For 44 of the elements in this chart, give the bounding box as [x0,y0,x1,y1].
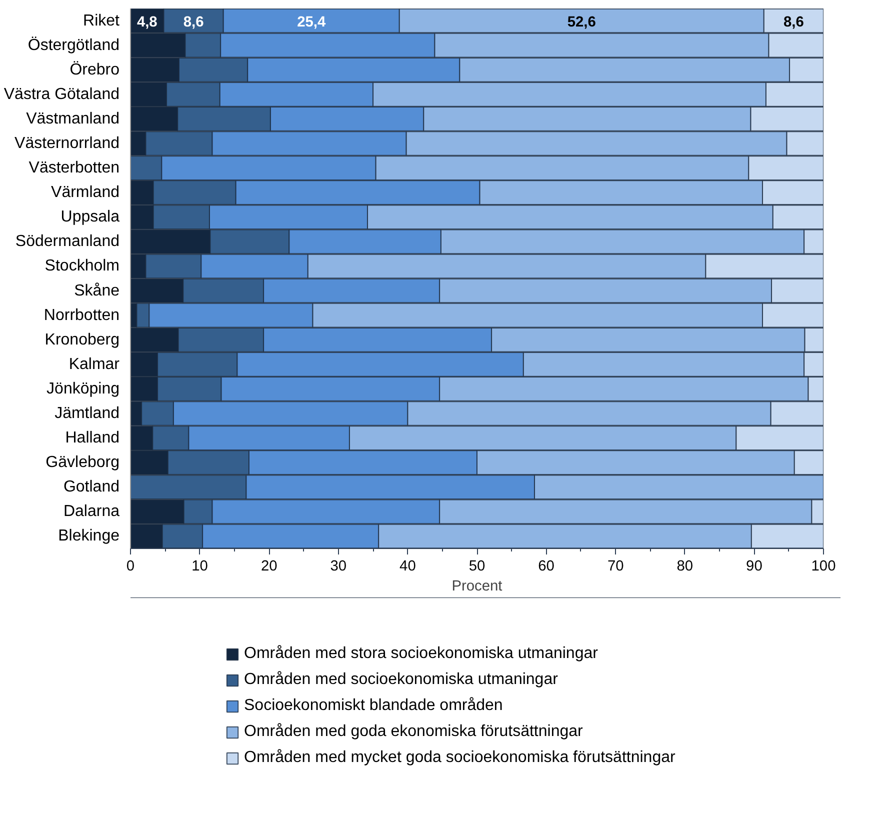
y-tick-label: Södermanland [15,233,120,250]
y-tick-label: Norrbotten [44,306,120,324]
x-tick-label: 0 [126,558,135,574]
y-tick-label: Jönköping [46,380,120,398]
x-tick-label: 40 [400,558,416,574]
y-tick-label: Riket [83,12,120,30]
x-tick-label: 50 [468,558,486,574]
x-tick-label: 80 [676,558,694,574]
legend-label: Områden med goda ekonomiska förutsättningar [244,723,583,741]
data-label: 4,8 [136,14,158,30]
x-tick-label: 70 [607,558,624,574]
x-tick-label: 10 [192,558,208,574]
y-tick-label: Värmland [51,184,120,202]
y-tick-label: Kronoberg [44,331,120,348]
x-tick-label: 100 [811,558,836,574]
y-tick-label: Skåne [74,282,120,300]
x-tick-label: 90 [746,558,762,574]
legend-label: Områden med stora socioekonomiska utmaningar [244,645,598,663]
y-tick-label: Västmanland [26,110,120,128]
y-tick-label: Dalarna [63,503,120,520]
y-tick-label: Halland [65,430,120,447]
y-tick-label: Jämtland [54,405,120,422]
legend-label: Områden med socioekonomiska utmaningar [244,671,558,689]
x-tick-label: 20 [260,558,278,574]
y-tick-label: Västerbotten [28,160,120,177]
y-tick-label: Stockholm [44,258,120,275]
y-tick-label: Gotland [63,478,120,496]
data-label: 8,6 [183,14,204,30]
y-tick-label: Västernorrland [14,135,120,152]
x-tick-label: 60 [538,558,554,574]
y-tick-label: Gävleborg [46,454,120,472]
y-tick-label: Östergötland [28,36,120,54]
legend-label: Socioekonomiskt blandade områden [244,697,503,715]
y-tick-label: Kalmar [68,356,120,373]
y-tick-label: Blekinge [58,528,120,545]
x-axis-title: Procent [452,578,502,594]
data-label: 8,6 [784,14,804,30]
data-label: 52,6 [567,14,596,30]
y-tick-label: Uppsala [60,208,120,226]
y-tick-label: Västra Götaland [4,86,120,103]
legend-label: Områden med mycket goda socioekonomiska förutsättningar [244,749,676,767]
x-tick-label: 30 [330,558,347,574]
data-label: 25,4 [297,14,326,30]
y-tick-label: Örebro [70,60,120,78]
